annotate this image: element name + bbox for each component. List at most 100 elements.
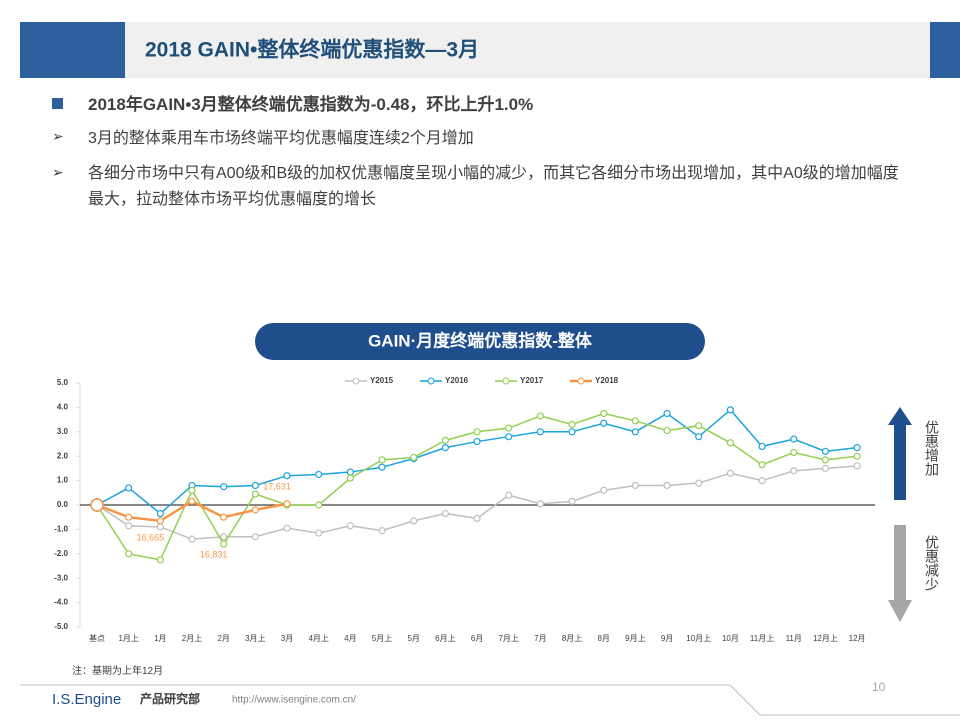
y-tick-label: 2.0 bbox=[57, 451, 69, 460]
x-tick-label: 8月 bbox=[597, 634, 609, 643]
point bbox=[821, 464, 830, 472]
side-label: 优惠增加 bbox=[924, 420, 940, 477]
point bbox=[853, 462, 861, 470]
point bbox=[536, 412, 544, 420]
x-tick-label: 10月 bbox=[722, 634, 739, 643]
footer-dept: 产品研究部 bbox=[140, 691, 200, 706]
point bbox=[410, 517, 418, 525]
point bbox=[125, 484, 133, 492]
point bbox=[346, 468, 354, 476]
point bbox=[631, 417, 639, 425]
point bbox=[695, 479, 703, 487]
x-tick-label: 9月 bbox=[661, 634, 673, 643]
point bbox=[90, 498, 104, 512]
point bbox=[441, 444, 449, 452]
point bbox=[505, 424, 513, 432]
point bbox=[315, 470, 323, 479]
point bbox=[125, 550, 133, 558]
point bbox=[315, 501, 323, 509]
chart-title-pill bbox=[255, 323, 705, 360]
page-number: 10 bbox=[872, 680, 886, 694]
point bbox=[220, 533, 228, 541]
x-tick-label: 7月 bbox=[534, 634, 546, 643]
y-tick-label: -4.0 bbox=[54, 598, 68, 607]
point bbox=[283, 524, 291, 532]
legend-marker bbox=[502, 377, 510, 385]
point bbox=[695, 433, 703, 441]
point bbox=[125, 513, 133, 521]
note: 注：基期为上年12月 bbox=[72, 664, 163, 677]
point bbox=[663, 481, 671, 490]
point bbox=[283, 500, 291, 508]
x-tick-label: 基点 bbox=[89, 633, 105, 643]
point bbox=[346, 522, 354, 530]
point bbox=[631, 481, 639, 490]
footer-brand: I.S.Engine bbox=[52, 691, 121, 708]
x-tick-label: 10月上 bbox=[686, 634, 711, 643]
legend-marker bbox=[427, 377, 435, 385]
up-arrow bbox=[888, 407, 912, 500]
point bbox=[821, 447, 830, 455]
legend-label: Y2016 bbox=[445, 376, 469, 385]
down-arrow bbox=[888, 525, 912, 622]
point bbox=[568, 420, 576, 429]
point bbox=[758, 461, 766, 469]
header-band bbox=[125, 22, 930, 78]
x-tick-label: 7月上 bbox=[498, 634, 518, 643]
point bbox=[188, 535, 196, 543]
bullet: 3月的整体乘用车市场终端平均优惠幅度连续2个月增加 bbox=[88, 130, 474, 147]
point bbox=[346, 474, 354, 482]
point bbox=[568, 428, 576, 436]
chart-title: GAIN·月度终端优惠指数-整体 bbox=[368, 330, 593, 350]
point bbox=[758, 442, 766, 451]
point bbox=[378, 463, 386, 471]
series-line bbox=[96, 465, 858, 540]
point bbox=[600, 419, 608, 427]
point bbox=[790, 467, 798, 475]
point bbox=[473, 514, 481, 523]
x-tick-label: 12月 bbox=[849, 634, 866, 643]
y-tick-label: -3.0 bbox=[54, 573, 68, 582]
header-block bbox=[20, 22, 125, 78]
point bbox=[156, 556, 164, 564]
y-tick-label: 0.0 bbox=[57, 500, 69, 509]
point bbox=[156, 517, 164, 525]
point bbox=[156, 523, 164, 531]
y-tick-label: -5.0 bbox=[54, 622, 68, 631]
point bbox=[251, 533, 259, 541]
point bbox=[663, 409, 671, 418]
y-tick-label: 5.0 bbox=[57, 378, 69, 387]
y-tick-label: 4.0 bbox=[57, 403, 69, 412]
legend-marker bbox=[352, 377, 360, 385]
x-tick-label: 11月 bbox=[786, 634, 802, 643]
point bbox=[600, 486, 608, 494]
point bbox=[251, 506, 259, 514]
footer-line bbox=[729, 684, 960, 716]
x-tick-label: 4月 bbox=[344, 634, 356, 643]
x-tick-label: 3月 bbox=[281, 634, 293, 643]
point bbox=[536, 500, 544, 508]
side-label: 优惠减少 bbox=[924, 535, 940, 591]
point bbox=[315, 529, 323, 537]
y-tick-label: 3.0 bbox=[57, 427, 69, 436]
x-tick-label: 1月上 bbox=[118, 634, 138, 643]
x-tick-label: 12月上 bbox=[813, 634, 838, 643]
legend-label: Y2018 bbox=[595, 376, 619, 385]
bullet-square bbox=[52, 98, 63, 109]
arrow-bullet: ➢ bbox=[52, 128, 64, 144]
point bbox=[378, 456, 386, 464]
point bbox=[188, 486, 196, 494]
y-tick-label: -1.0 bbox=[54, 525, 68, 534]
point bbox=[853, 444, 861, 452]
x-tick-label: 6月上 bbox=[435, 634, 455, 643]
point bbox=[536, 428, 544, 436]
point bbox=[283, 472, 291, 480]
main-bullet: 2018年GAIN•3月整体终端优惠指数为-0.48，环比上升1.0% bbox=[88, 95, 534, 114]
point bbox=[441, 436, 449, 444]
footer-url: http://www.isengine.com.cn/ bbox=[232, 695, 356, 706]
y-tick-label: -2.0 bbox=[54, 549, 68, 558]
point bbox=[853, 452, 861, 460]
point bbox=[790, 448, 798, 457]
